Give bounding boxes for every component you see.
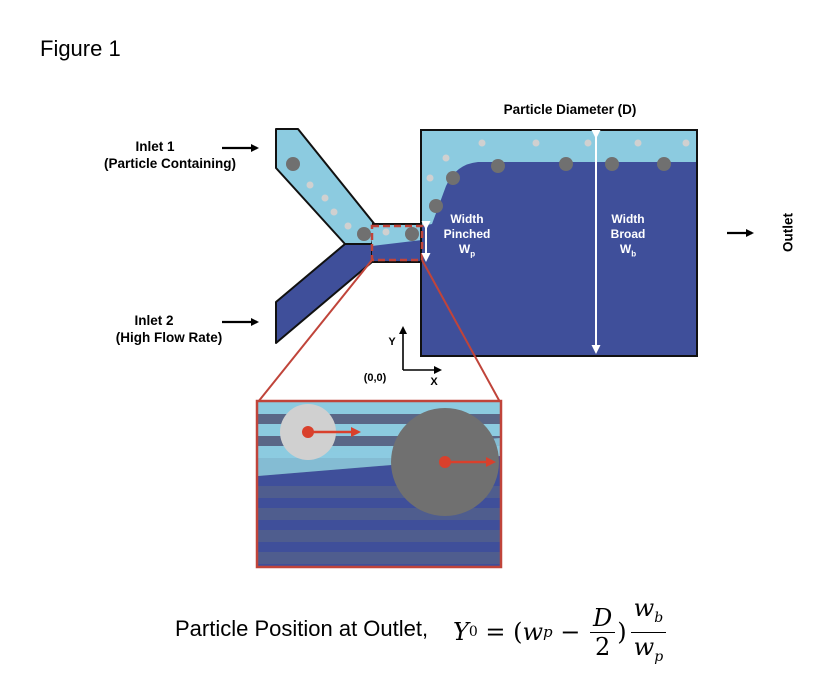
inlet1-label: Inlet 1 (Particle Containing) [80,138,260,172]
inlet2-label: Inlet 2 (High Flow Rate) [84,312,254,346]
particle-diameter-label: Particle Diameter (D) [503,102,637,117]
figure-title: Figure 1 [40,36,121,61]
formula: Particle Position at Outlet, [175,616,434,642]
fraction-d-over-2: D 2 [590,604,616,661]
inlet2-channel [275,243,373,344]
axis-x-label: X [430,376,438,388]
axis-y-label: Y [388,336,396,348]
outlet-label: Outlet [780,213,796,252]
fraction-wb-over-wp: wb wp [630,594,667,671]
particle [286,157,300,171]
inlet1-subtitle: (Particle Containing) [103,156,236,171]
origin-label: (0,0) [363,372,387,384]
formula-prefix: Particle Position at Outlet, [175,616,435,641]
inlet2-subtitle: (High Flow Rate) [115,330,223,345]
width-broad-label: Width Broad Wb [610,212,646,259]
inlet1-channel [275,128,377,245]
width-pinched-label: Width Pinched Wp [443,212,491,259]
zoom-inset [258,402,500,566]
inlet2-title: Inlet 2 [134,313,174,328]
inlet1-title: Inlet 1 [135,139,175,154]
